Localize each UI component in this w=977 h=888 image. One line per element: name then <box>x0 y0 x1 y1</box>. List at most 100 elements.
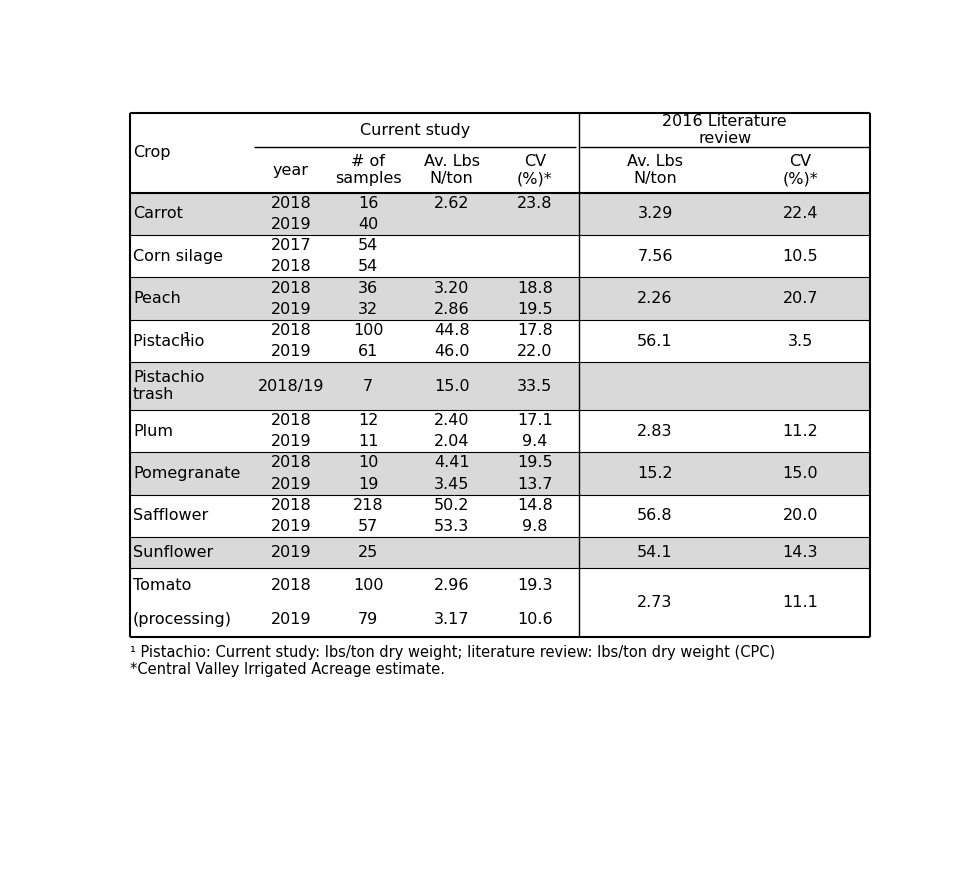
Text: Carrot: Carrot <box>133 207 183 221</box>
Text: 2019: 2019 <box>271 477 311 492</box>
Text: 2018: 2018 <box>271 259 311 274</box>
Text: 22.0: 22.0 <box>517 345 552 359</box>
Text: CV
(%)*: CV (%)* <box>782 154 818 186</box>
Text: Tomato: Tomato <box>133 577 191 592</box>
Text: 3.20: 3.20 <box>434 281 469 296</box>
Text: ¹ Pistachio: Current study: lbs/ton dry weight; literature review: lbs/ton dry w: ¹ Pistachio: Current study: lbs/ton dry … <box>130 645 775 660</box>
Text: Current study: Current study <box>360 123 470 138</box>
Text: 56.1: 56.1 <box>637 334 672 348</box>
Bar <box>130 193 870 235</box>
Text: 2018: 2018 <box>271 413 311 428</box>
Text: 2.86: 2.86 <box>434 302 469 317</box>
Text: 56.8: 56.8 <box>637 508 672 523</box>
Text: 33.5: 33.5 <box>517 378 552 393</box>
Text: 3.45: 3.45 <box>434 477 469 492</box>
Text: 2019: 2019 <box>271 545 311 560</box>
Text: 2.96: 2.96 <box>434 577 469 592</box>
Text: 15.0: 15.0 <box>434 378 469 393</box>
Text: Av. Lbs
N/ton: Av. Lbs N/ton <box>423 154 479 186</box>
Text: 3.17: 3.17 <box>434 612 469 627</box>
Text: 9.8: 9.8 <box>522 519 547 534</box>
Text: 19.3: 19.3 <box>517 577 552 592</box>
Text: 9.4: 9.4 <box>522 434 547 449</box>
Text: 11.2: 11.2 <box>782 424 818 439</box>
Text: 2019: 2019 <box>271 612 311 627</box>
Text: # of
samples: # of samples <box>335 154 402 186</box>
Text: Peach: Peach <box>133 291 181 306</box>
Text: 2019: 2019 <box>271 302 311 317</box>
Text: 19.5: 19.5 <box>517 302 552 317</box>
Text: 61: 61 <box>358 345 378 359</box>
Text: Crop: Crop <box>133 146 170 160</box>
Text: 2019: 2019 <box>271 345 311 359</box>
Text: 16: 16 <box>358 196 378 210</box>
Text: 218: 218 <box>353 498 383 512</box>
Text: 100: 100 <box>353 577 383 592</box>
Text: 13.7: 13.7 <box>517 477 552 492</box>
Text: 20.0: 20.0 <box>782 508 818 523</box>
Text: CV
(%)*: CV (%)* <box>517 154 552 186</box>
Text: Pistachio
trash: Pistachio trash <box>133 370 204 402</box>
Text: 2018: 2018 <box>271 281 311 296</box>
Text: 25: 25 <box>358 545 378 560</box>
Text: 22.4: 22.4 <box>782 207 818 221</box>
Text: *Central Valley Irrigated Acreage estimate.: *Central Valley Irrigated Acreage estima… <box>130 662 445 677</box>
Text: 2016 Literature
review: 2016 Literature review <box>661 114 786 147</box>
Text: 57: 57 <box>358 519 378 534</box>
Text: 11: 11 <box>358 434 378 449</box>
Text: 10: 10 <box>358 456 378 471</box>
Text: 2018: 2018 <box>271 456 311 471</box>
Text: 2019: 2019 <box>271 434 311 449</box>
Bar <box>130 235 870 278</box>
Bar <box>130 495 870 537</box>
Text: 2018: 2018 <box>271 498 311 512</box>
Text: Corn silage: Corn silage <box>133 249 223 264</box>
Text: 14.3: 14.3 <box>782 545 818 560</box>
Bar <box>130 320 870 362</box>
Bar <box>130 277 870 320</box>
Text: 14.8: 14.8 <box>517 498 552 512</box>
Text: Safflower: Safflower <box>133 508 208 523</box>
Bar <box>130 410 870 452</box>
Text: 23.8: 23.8 <box>517 196 552 210</box>
Bar <box>130 362 870 410</box>
Text: Av. Lbs
N/ton: Av. Lbs N/ton <box>626 154 682 186</box>
Text: 20.7: 20.7 <box>782 291 818 306</box>
Text: 46.0: 46.0 <box>434 345 469 359</box>
Text: 2019: 2019 <box>271 519 311 534</box>
Text: 53.3: 53.3 <box>434 519 469 534</box>
Text: 19: 19 <box>358 477 378 492</box>
Text: 7.56: 7.56 <box>637 249 672 264</box>
Text: 15.2: 15.2 <box>637 466 672 481</box>
Text: 54: 54 <box>358 259 378 274</box>
Text: year: year <box>273 163 309 178</box>
Text: 2018: 2018 <box>271 196 311 210</box>
Text: 2.40: 2.40 <box>434 413 469 428</box>
Text: 2018: 2018 <box>271 577 311 592</box>
Text: 3.5: 3.5 <box>786 334 812 348</box>
Bar <box>130 567 870 637</box>
Text: 2.83: 2.83 <box>637 424 672 439</box>
Text: 4.41: 4.41 <box>434 456 469 471</box>
Text: 19.5: 19.5 <box>517 456 552 471</box>
Text: 2.62: 2.62 <box>434 196 469 210</box>
Text: 2017: 2017 <box>271 238 311 253</box>
Text: 40: 40 <box>358 217 378 232</box>
Text: 7: 7 <box>362 378 373 393</box>
Bar <box>130 452 870 495</box>
Text: 100: 100 <box>353 323 383 338</box>
Text: 11.1: 11.1 <box>782 595 818 610</box>
Text: 15.0: 15.0 <box>782 466 818 481</box>
Text: 10.6: 10.6 <box>517 612 552 627</box>
Text: 50.2: 50.2 <box>434 498 469 512</box>
Bar <box>130 537 870 567</box>
Text: 2.04: 2.04 <box>434 434 469 449</box>
Text: Pistachio: Pistachio <box>133 334 209 348</box>
Text: 36: 36 <box>358 281 378 296</box>
Text: 12: 12 <box>358 413 378 428</box>
Text: 17.1: 17.1 <box>517 413 552 428</box>
Text: 79: 79 <box>358 612 378 627</box>
Text: Sunflower: Sunflower <box>133 545 213 560</box>
Text: 17.8: 17.8 <box>517 323 552 338</box>
Bar <box>130 113 870 193</box>
